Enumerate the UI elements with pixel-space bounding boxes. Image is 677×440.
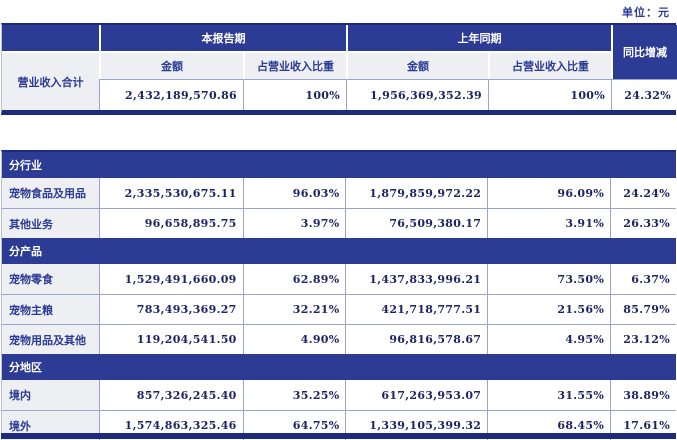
- row-label: 宠物用品及其他: [2, 324, 99, 354]
- current-amount-cell: 857,326,245.40: [98, 380, 243, 410]
- breakdown-table: 分行业 宠物食品及用品 2,335,530,675.11 96.03% 1,87…: [1, 150, 676, 440]
- prior-amount-cell: 617,263,953.07: [345, 380, 488, 410]
- prior-amount-cell: 421,718,777.51: [345, 294, 488, 324]
- table-row: 宠物用品及其他 119,204,541.50 4.90% 96,816,578.…: [2, 324, 676, 354]
- table-row: 境内 857,326,245.40 35.25% 617,263,953.07 …: [2, 380, 676, 410]
- subheader-amount-prior: 金额: [346, 51, 488, 79]
- table-row: 其他业务 96,658,895.75 3.97% 76,509,380.17 3…: [2, 208, 676, 238]
- row-label-total-revenue: 营业收入合计: [2, 51, 99, 110]
- table-row: 宠物食品及用品 2,335,530,675.11 96.03% 1,879,85…: [2, 178, 676, 208]
- section-banner-industry: 分行业: [2, 152, 676, 178]
- current-amount-cell: 1,529,491,660.09: [98, 264, 243, 294]
- total-prior-amount-cell: 1,956,369,352.39: [346, 79, 488, 110]
- yoy-cell: 85.79%: [610, 294, 676, 324]
- prior-amount-cell: 1,437,833,996.21: [345, 264, 488, 294]
- subheader-pct-current: 占营业收入比重: [243, 51, 346, 79]
- prior-pct-cell: 4.95%: [487, 324, 611, 354]
- table-row: 宠物主粮 783,493,369.27 32.21% 421,718,777.5…: [2, 294, 676, 324]
- current-amount-cell: 96,658,895.75: [98, 208, 243, 238]
- total-current-amount-cell: 2,432,189,570.86: [99, 79, 243, 110]
- header-prior-period: 上年同期: [346, 25, 611, 51]
- row-label: 宠物主粮: [2, 294, 99, 324]
- header-yoy-change: 同比增减: [611, 25, 677, 79]
- total-current-pct-cell: 100%: [243, 79, 346, 110]
- current-pct-cell: 96.03%: [242, 178, 346, 208]
- row-label: 境内: [2, 380, 99, 410]
- row-label: 宠物零食: [2, 264, 99, 294]
- yoy-cell: 23.12%: [610, 324, 676, 354]
- subheader-pct-prior: 占营业收入比重: [488, 51, 611, 79]
- prior-amount-cell: 1,879,859,972.22: [345, 178, 488, 208]
- prior-pct-cell: 3.91%: [487, 208, 611, 238]
- row-label: 宠物食品及用品: [2, 178, 99, 208]
- yoy-cell: 24.24%: [610, 178, 676, 208]
- prior-pct-cell: 73.50%: [487, 264, 611, 294]
- prior-pct-cell: 31.55%: [487, 380, 611, 410]
- prior-amount-cell: 76,509,380.17: [345, 208, 488, 238]
- current-amount-cell: 119,204,541.50: [98, 324, 243, 354]
- current-pct-cell: 32.21%: [242, 294, 346, 324]
- unit-label: 单位：元: [622, 7, 670, 19]
- current-pct-cell: 62.89%: [242, 264, 346, 294]
- prior-pct-cell: 96.09%: [487, 178, 611, 208]
- table-row: 宠物零食 1,529,491,660.09 62.89% 1,437,833,9…: [2, 264, 676, 294]
- header-spacer-cell: [2, 25, 99, 51]
- yoy-cell: 38.89%: [610, 380, 676, 410]
- section-banner-region: 分地区: [2, 354, 676, 380]
- row-label: 其他业务: [2, 208, 99, 238]
- table-bottom-border: [1, 433, 676, 439]
- yoy-cell: 26.33%: [610, 208, 676, 238]
- section-banner-product: 分产品: [2, 238, 676, 264]
- current-amount-cell: 2,335,530,675.11: [98, 178, 243, 208]
- yoy-cell: 6.37%: [610, 264, 676, 294]
- prior-pct-cell: 21.56%: [487, 294, 611, 324]
- total-prior-pct-cell: 100%: [488, 79, 611, 110]
- prior-amount-cell: 96,816,578.67: [345, 324, 488, 354]
- summary-table: 本报告期 上年同期 同比增减 营业收入合计 金额 占营业收入比重 金额 占营业收…: [1, 23, 677, 115]
- current-amount-cell: 783,493,369.27: [98, 294, 243, 324]
- total-yoy-cell: 24.32%: [611, 79, 677, 110]
- current-pct-cell: 3.97%: [242, 208, 346, 238]
- subheader-amount-current: 金额: [99, 51, 243, 79]
- current-pct-cell: 4.90%: [242, 324, 346, 354]
- header-current-period: 本报告期: [99, 25, 346, 51]
- current-pct-cell: 35.25%: [242, 380, 346, 410]
